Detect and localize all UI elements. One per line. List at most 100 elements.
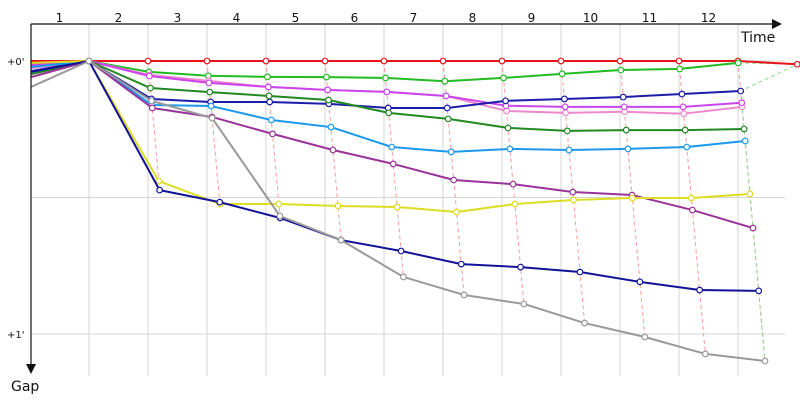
data-point bbox=[216, 198, 224, 206]
series-11 bbox=[30, 57, 769, 365]
data-point bbox=[400, 273, 407, 281]
data-point bbox=[147, 84, 154, 92]
series-lines bbox=[30, 57, 800, 365]
data-point bbox=[324, 86, 332, 94]
data-point bbox=[393, 203, 401, 211]
series-5 bbox=[30, 57, 745, 112]
data-point bbox=[696, 286, 704, 294]
data-point bbox=[624, 145, 632, 153]
data-point bbox=[441, 77, 449, 85]
data-point bbox=[581, 319, 588, 327]
data-point bbox=[570, 196, 577, 204]
data-point bbox=[276, 212, 284, 220]
data-point bbox=[382, 74, 389, 82]
data-point bbox=[689, 206, 696, 214]
lap-label-7: 7 bbox=[410, 11, 418, 25]
data-point bbox=[517, 263, 524, 271]
data-point bbox=[563, 127, 571, 135]
lap-separator-6 bbox=[383, 60, 404, 277]
grid bbox=[31, 24, 785, 376]
lap-label-5: 5 bbox=[292, 11, 300, 25]
data-point bbox=[144, 57, 152, 65]
data-point bbox=[558, 70, 566, 78]
data-point bbox=[734, 59, 742, 67]
data-point bbox=[561, 95, 568, 103]
y-tick-label: +1' bbox=[7, 330, 25, 341]
data-point bbox=[450, 176, 458, 184]
data-point bbox=[641, 333, 649, 341]
y-axis-arrow bbox=[26, 364, 36, 374]
data-point bbox=[569, 188, 577, 196]
data-point bbox=[737, 87, 745, 95]
data-point bbox=[761, 357, 769, 365]
lap-label-11: 11 bbox=[642, 11, 657, 25]
data-point bbox=[557, 57, 565, 65]
lap-separator-4 bbox=[265, 60, 281, 219]
data-point bbox=[561, 103, 569, 111]
data-point bbox=[511, 200, 519, 208]
data-point bbox=[264, 73, 271, 81]
data-point bbox=[636, 278, 644, 286]
data-point bbox=[389, 160, 397, 168]
lap-labels: 1 2 3 4 5 6 7 8 9 10 11 12 bbox=[56, 11, 716, 25]
data-point bbox=[443, 104, 451, 112]
data-point bbox=[327, 123, 335, 131]
data-point bbox=[442, 92, 450, 100]
data-point bbox=[380, 57, 388, 65]
lap-separator-lines bbox=[147, 60, 798, 362]
x-axis-arrow bbox=[772, 19, 782, 29]
lap-separator-7 bbox=[442, 60, 465, 296]
lap-label-4: 4 bbox=[233, 11, 241, 25]
data-point bbox=[562, 109, 570, 117]
data-point bbox=[460, 291, 468, 299]
series-4 bbox=[30, 57, 746, 111]
data-point bbox=[388, 143, 396, 151]
data-point bbox=[156, 186, 164, 194]
lap-label-6: 6 bbox=[351, 11, 359, 25]
data-point bbox=[262, 57, 270, 65]
data-point bbox=[457, 260, 465, 268]
data-point bbox=[498, 57, 506, 65]
data-point bbox=[502, 97, 509, 105]
data-point bbox=[755, 287, 763, 295]
lap-label-8: 8 bbox=[469, 11, 477, 25]
data-point bbox=[148, 104, 156, 112]
data-point bbox=[616, 57, 624, 65]
data-point bbox=[383, 88, 391, 96]
data-point bbox=[205, 79, 213, 87]
axis-titles: Time Gap bbox=[11, 30, 775, 395]
data-point bbox=[576, 268, 584, 276]
y-axis-title: Gap bbox=[11, 379, 39, 395]
data-point bbox=[329, 146, 337, 154]
data-point bbox=[203, 57, 211, 65]
data-point bbox=[701, 350, 709, 358]
data-point bbox=[509, 180, 517, 188]
data-point bbox=[85, 57, 93, 65]
data-point bbox=[207, 102, 215, 110]
data-point bbox=[155, 177, 163, 185]
data-point bbox=[325, 96, 332, 104]
data-point bbox=[321, 57, 329, 65]
data-point bbox=[504, 124, 512, 132]
data-point bbox=[565, 146, 573, 154]
lap-separator-11 bbox=[678, 60, 706, 354]
axes bbox=[26, 19, 782, 374]
lap-label-10: 10 bbox=[583, 11, 598, 25]
data-point bbox=[334, 202, 342, 210]
data-point bbox=[453, 208, 460, 216]
data-point bbox=[622, 126, 630, 134]
lap-label-2: 2 bbox=[115, 11, 123, 25]
data-point bbox=[266, 98, 274, 106]
data-point bbox=[208, 114, 216, 122]
data-point bbox=[269, 130, 276, 138]
data-point bbox=[681, 126, 689, 134]
lap-separator-3 bbox=[206, 60, 221, 205]
data-point bbox=[145, 72, 153, 80]
x-axis-title: Time bbox=[740, 30, 775, 46]
data-point bbox=[683, 143, 691, 151]
data-point bbox=[206, 88, 214, 96]
lap-label-9: 9 bbox=[528, 11, 536, 25]
data-point bbox=[520, 300, 528, 308]
data-point bbox=[679, 103, 687, 111]
data-point bbox=[746, 190, 754, 198]
